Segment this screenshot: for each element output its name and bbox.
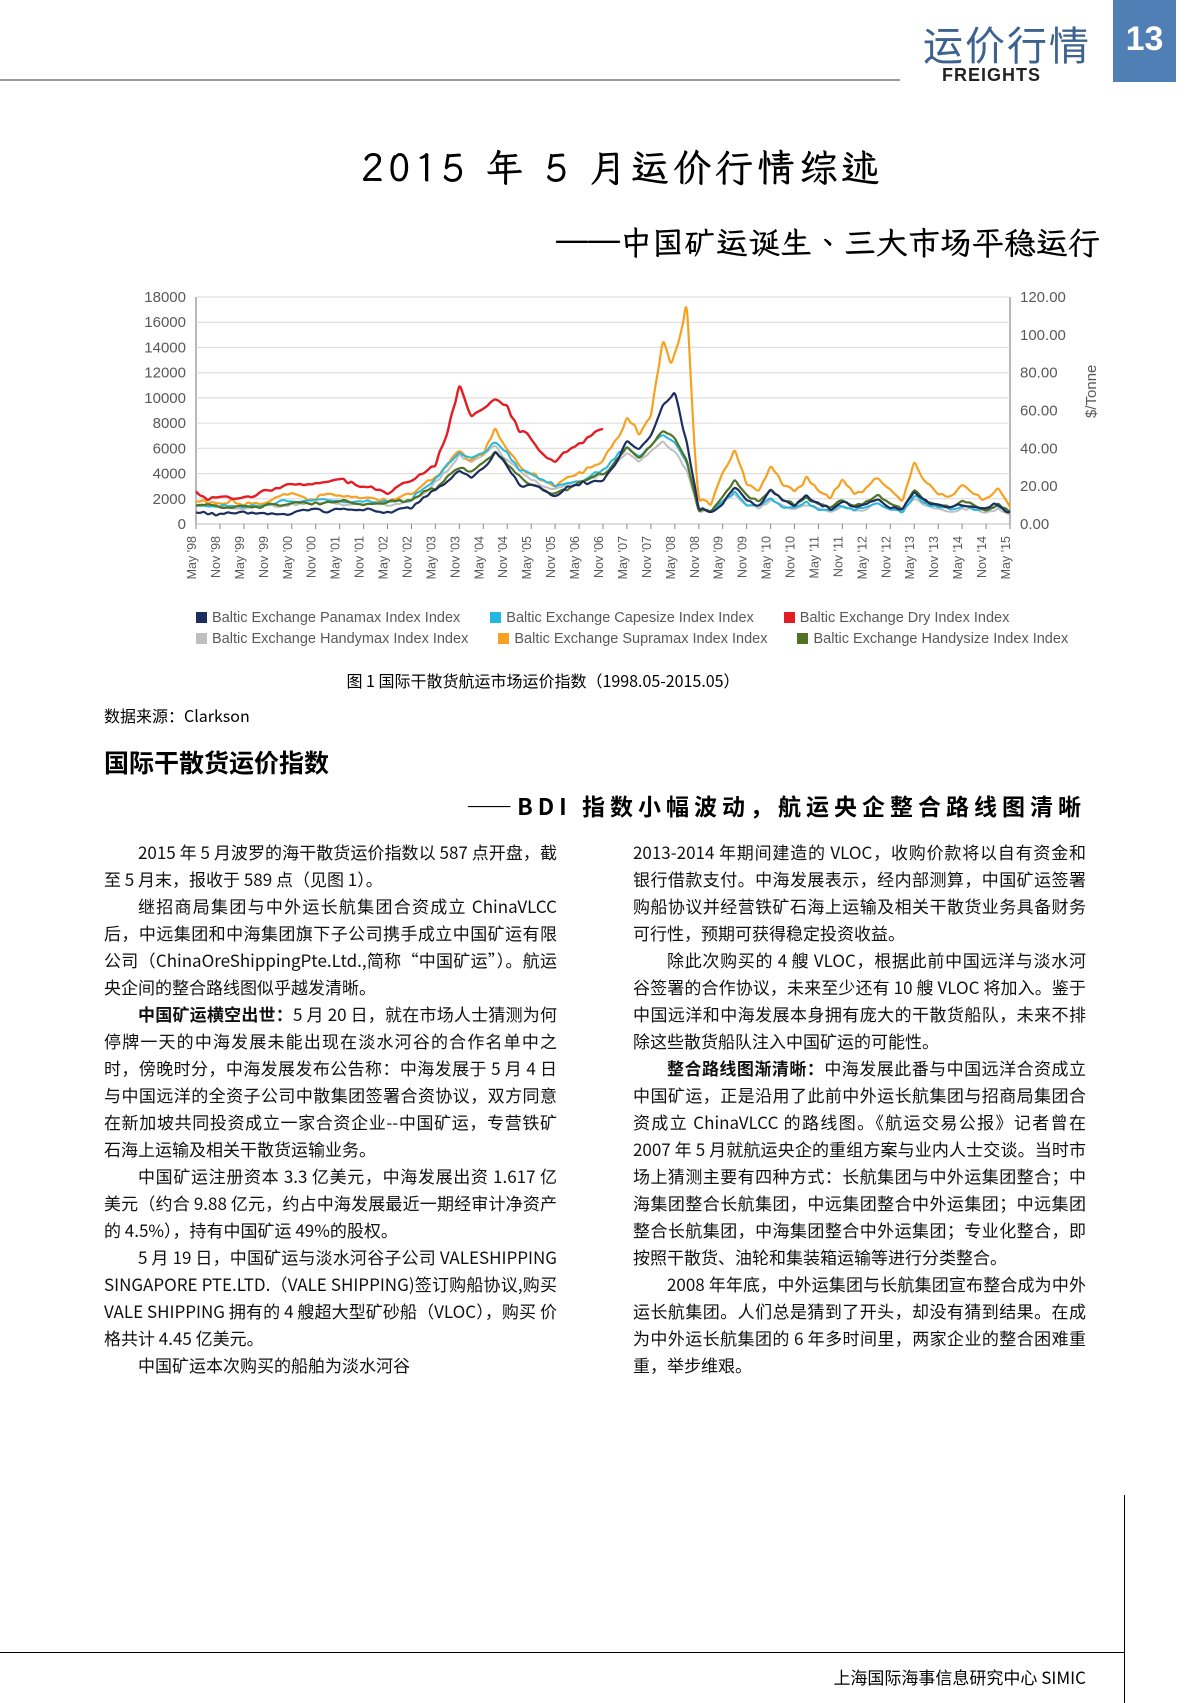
svg-text:0.00: 0.00 [1020,516,1049,533]
svg-text:6000: 6000 [153,440,186,457]
svg-text:Nov '00: Nov '00 [305,536,319,578]
svg-text:Nov '08: Nov '08 [688,536,702,578]
svg-text:May '05: May '05 [520,536,534,579]
svg-text:May '01: May '01 [329,536,343,579]
svg-text:2000: 2000 [153,491,186,508]
svg-text:14000: 14000 [144,339,186,356]
svg-text:20.00: 20.00 [1020,478,1058,495]
svg-text:0: 0 [178,516,186,533]
svg-text:12000: 12000 [144,365,186,382]
svg-text:4000: 4000 [153,466,186,483]
svg-text:May '02: May '02 [377,536,391,579]
svg-text:Nov '98: Nov '98 [209,536,223,578]
svg-text:Nov '07: Nov '07 [640,536,654,578]
svg-text:60.00: 60.00 [1020,403,1058,420]
svg-text:Nov '13: Nov '13 [927,536,941,578]
svg-text:Nov '02: Nov '02 [401,536,415,578]
svg-text:May '14: May '14 [951,536,965,579]
svg-text:120.00: 120.00 [1020,289,1066,306]
svg-text:Nov '11: Nov '11 [831,536,845,577]
svg-text:Nov '14: Nov '14 [975,536,989,578]
svg-text:Nov '10: Nov '10 [784,536,798,578]
svg-text:May '06: May '06 [568,536,582,579]
svg-text:10000: 10000 [144,390,186,407]
svg-text:May '07: May '07 [616,536,630,579]
svg-text:Nov '04: Nov '04 [496,536,510,578]
svg-text:May '98: May '98 [185,536,199,579]
svg-text:May '00: May '00 [281,536,295,579]
svg-text:May '10: May '10 [760,536,774,579]
svg-text:Nov '12: Nov '12 [879,536,893,578]
svg-text:8000: 8000 [153,415,186,432]
svg-text:May '99: May '99 [233,536,247,579]
svg-text:Nov '01: Nov '01 [353,536,367,578]
svg-text:Nov '99: Nov '99 [257,536,271,578]
svg-text:18000: 18000 [144,289,186,306]
svg-text:Nov '09: Nov '09 [736,536,750,578]
svg-text:May '03: May '03 [424,536,438,579]
svg-text:16000: 16000 [144,314,186,331]
svg-text:40.00: 40.00 [1020,440,1058,457]
svg-text:May '13: May '13 [903,536,917,579]
svg-text:May '09: May '09 [712,536,726,579]
svg-text:May '15: May '15 [999,536,1013,579]
svg-text:80.00: 80.00 [1020,365,1058,382]
svg-text:Nov '06: Nov '06 [592,536,606,578]
svg-text:May '12: May '12 [855,536,869,579]
svg-text:May '11: May '11 [808,536,822,578]
svg-text:May '04: May '04 [472,536,486,579]
svg-text:100.00: 100.00 [1020,327,1066,344]
svg-text:$/Tonne: $/Tonne [1083,365,1100,418]
svg-text:May '08: May '08 [664,536,678,579]
svg-text:Nov '05: Nov '05 [544,536,558,578]
svg-text:Nov '03: Nov '03 [448,536,462,578]
